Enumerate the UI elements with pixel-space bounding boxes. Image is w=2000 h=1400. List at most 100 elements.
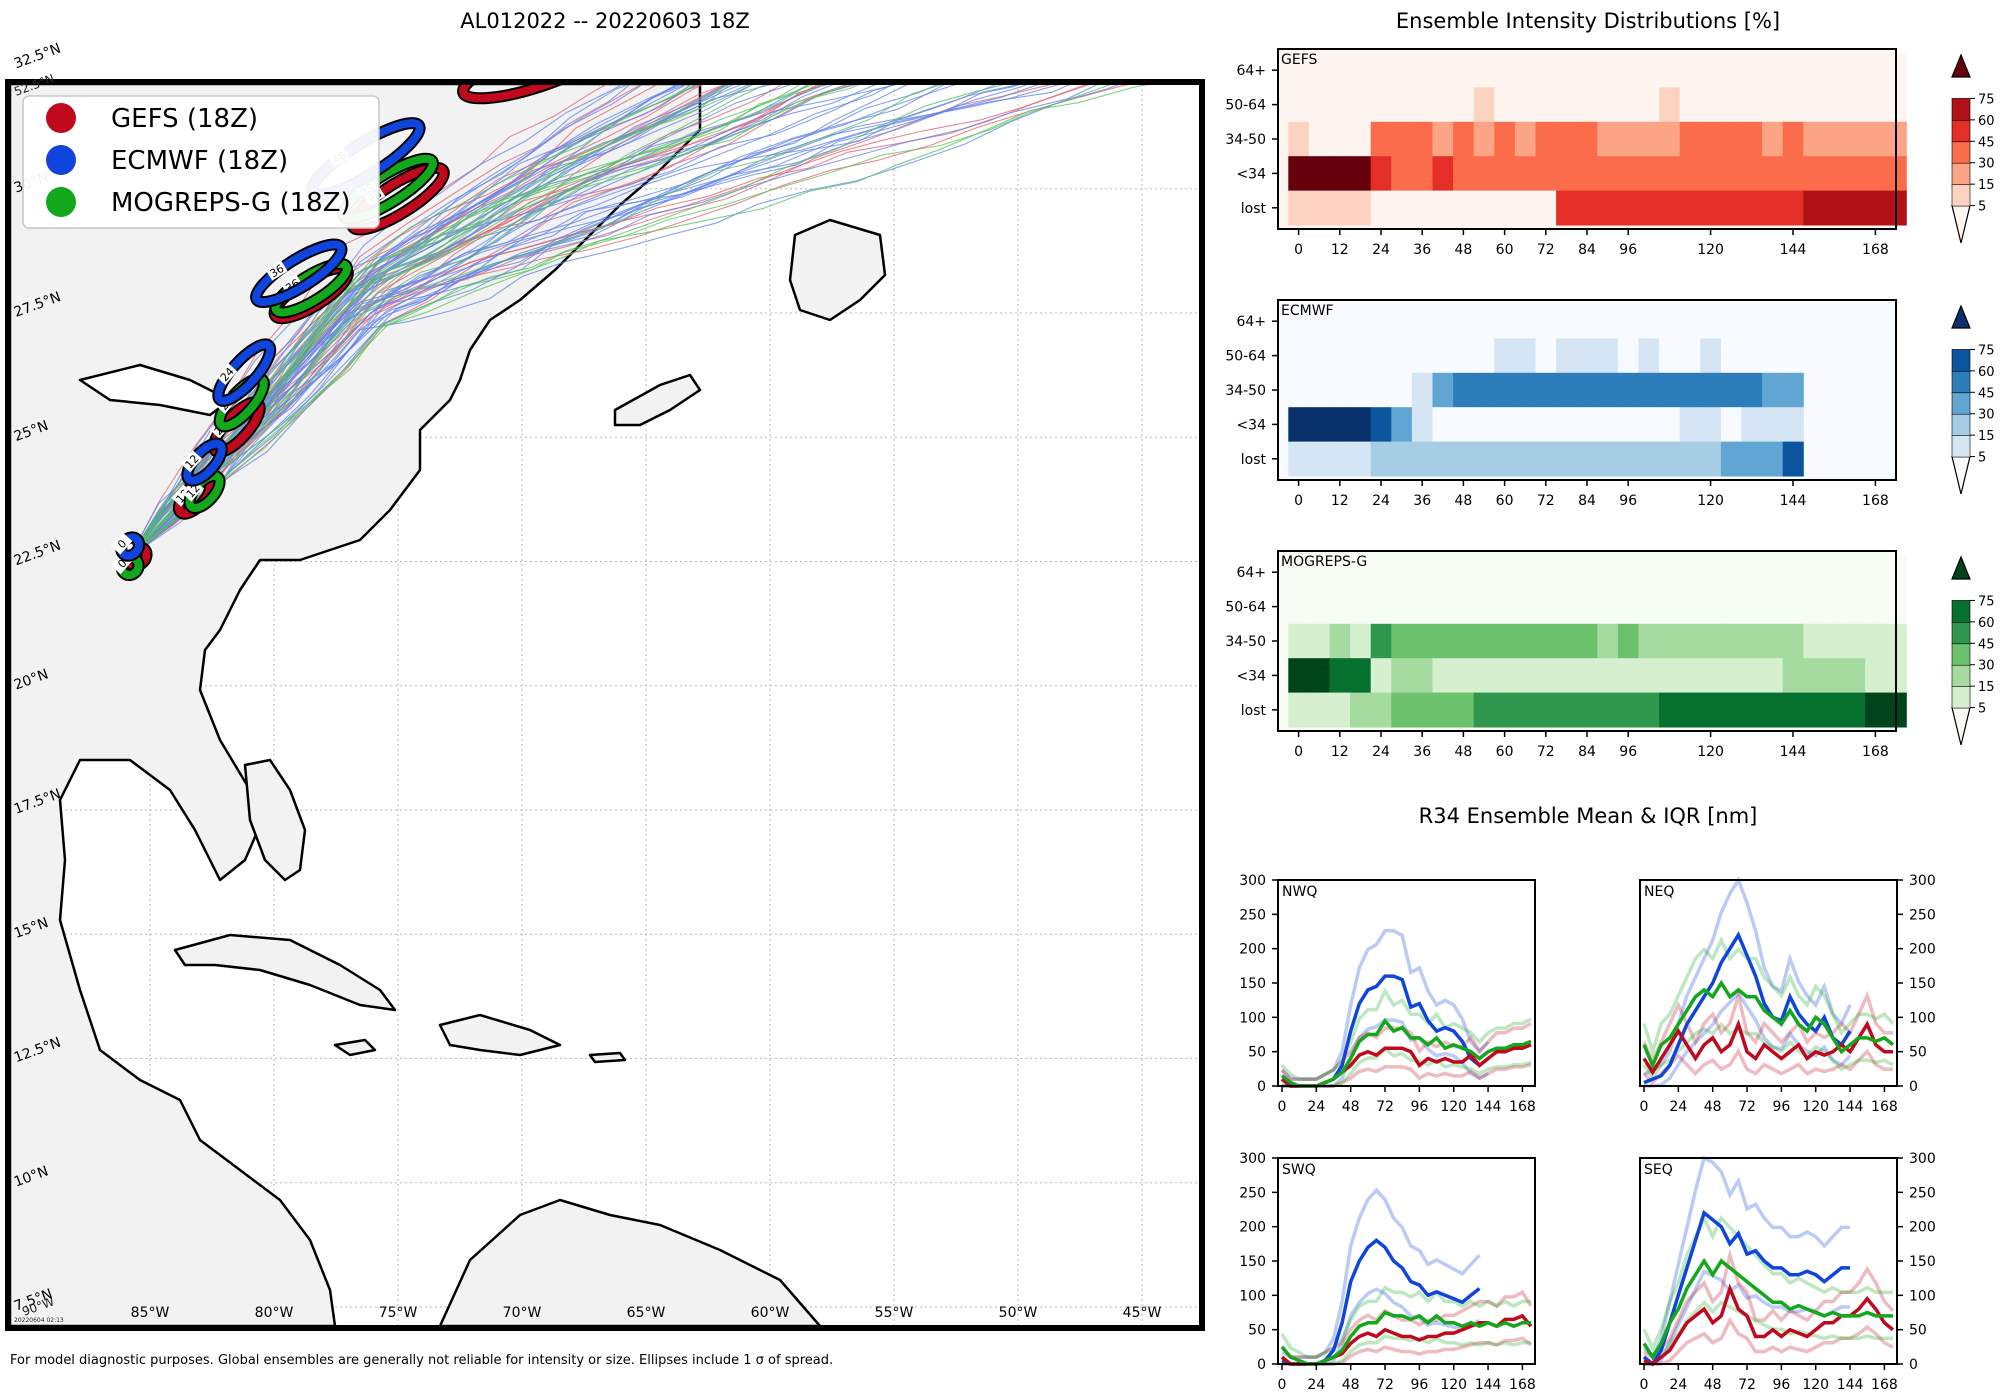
heatmap-cell (1453, 156, 1475, 192)
ellipse-ecmwf-36h: 36 (250, 238, 348, 308)
heatmap-x-tick-label: 0 (1294, 493, 1303, 509)
heatmap-cell (1391, 156, 1413, 192)
heatmap-cell (1659, 338, 1681, 374)
ellipse-ring (214, 340, 275, 405)
heatmap-cell (1741, 692, 1763, 728)
heatmap-cell (1308, 338, 1330, 374)
heatmap-cell (1823, 87, 1845, 123)
heatmap-cell (1720, 338, 1742, 374)
r34-y-tick-label: 250 (1239, 907, 1266, 923)
r34-x-tick-label: 120 (1440, 1377, 1467, 1393)
heatmap-cell (1617, 190, 1639, 226)
heatmap-cell (1453, 589, 1475, 625)
heatmap-x-tick-label: 24 (1372, 242, 1390, 258)
heatmap-cell (1514, 121, 1536, 157)
heatmap-cell (1370, 555, 1392, 590)
heatmap-cell (1617, 692, 1639, 728)
heatmap-cell (1308, 87, 1330, 123)
r34-x-tick-label: 144 (1475, 1099, 1502, 1115)
heatmap-cell (1350, 623, 1372, 659)
heatmap-x-tick-label: 48 (1454, 744, 1472, 760)
colorbar-tick-label: 75 (1978, 343, 1995, 358)
heatmap-cell (1308, 53, 1330, 88)
ensemble-member-track-ecmwf (129, 84, 689, 557)
heatmap-cell (1597, 190, 1619, 226)
heatmap-cell (1453, 658, 1475, 694)
r34-y-tick-label: 150 (1909, 1254, 1936, 1270)
time-stamp: 20220604 02:13 (14, 1317, 64, 1324)
ensemble-member-track-ecmwf (129, 84, 736, 557)
colorbar-tick-label: 30 (1978, 408, 1995, 423)
heatmap-row-label: lost (1241, 201, 1267, 217)
r34-mean-line (1642, 979, 1895, 1070)
heatmap-cell (1700, 53, 1722, 88)
heatmap-cell (1679, 338, 1701, 374)
heatmap-cell (1617, 658, 1639, 694)
heatmap-cell (1576, 121, 1598, 157)
heatmap-cell (1700, 156, 1722, 192)
ensemble-member-track-gefs (129, 84, 1090, 557)
heatmap-cell (1350, 304, 1372, 339)
heatmap-cell (1679, 121, 1701, 157)
heatmap-cell (1659, 156, 1681, 192)
r34-mean-line (1642, 1019, 1893, 1076)
r34-iqr-line (1642, 1213, 1893, 1353)
heatmap-cell (1473, 190, 1495, 226)
heatmap-cell (1473, 304, 1495, 339)
heatmap-cell (1659, 692, 1681, 728)
r34-y-tick-label: 300 (1909, 873, 1936, 889)
heatmap-cell (1762, 623, 1784, 659)
longitude-label: 45°W (1123, 1305, 1162, 1321)
heatmap-cell (1782, 304, 1804, 339)
ellipse-label-bg (265, 260, 288, 281)
heatmap-x-tick-label: 36 (1413, 242, 1431, 258)
heatmap-cell (1494, 156, 1516, 192)
heatmap-cell (1308, 121, 1330, 157)
colorbar-segment (1951, 183, 1971, 207)
heatmap-cell (1844, 87, 1866, 123)
heatmap-cell (1329, 156, 1351, 192)
heatmap-cell (1638, 692, 1660, 728)
heatmap-x-tick-label: 144 (1780, 242, 1807, 258)
heatmap-cell (1638, 441, 1660, 477)
colorbar-segment (1951, 413, 1971, 436)
heatmap-cell (1288, 338, 1310, 374)
heatmap-cell (1823, 190, 1845, 226)
heatmap-cell (1535, 156, 1557, 192)
r34-x-tick-label: 48 (1704, 1099, 1722, 1115)
r34-iqr-line (1642, 988, 1893, 1065)
heatmap-cell (1308, 589, 1330, 625)
colorbar-tick-label: 15 (1978, 178, 1995, 193)
r34-x-tick-label: 0 (1278, 1099, 1287, 1115)
heatmap-cell (1741, 555, 1763, 590)
heatmap-cell (1865, 555, 1887, 590)
r34-y-tick-label: 50 (1248, 1323, 1266, 1339)
heatmap-cell (1679, 372, 1701, 408)
heatmap-cell (1638, 407, 1660, 443)
heatmap-cell (1370, 407, 1392, 443)
heatmap-cell (1576, 304, 1598, 339)
ensemble-member-track-mogreps (129, 84, 694, 557)
heatmap-cell (1597, 87, 1619, 123)
heatmap-cell (1473, 658, 1495, 694)
r34-x-tick-label: 168 (1871, 1099, 1898, 1115)
ensemble-member-track-mogreps (129, 84, 728, 557)
heatmap-cell (1473, 338, 1495, 374)
ellipse-ring (591, 0, 825, 8)
ensemble-member-track-mogreps (129, 84, 811, 557)
heatmap-cell (1308, 372, 1330, 408)
heatmap-cell (1473, 555, 1495, 590)
heatmap-cell (1411, 190, 1433, 226)
heatmap-cell (1350, 658, 1372, 694)
heatmap-cell (1741, 304, 1763, 339)
heatmap-cell (1865, 658, 1887, 694)
heatmap-cell (1679, 407, 1701, 443)
colorbar-segment (1951, 642, 1971, 666)
heatmap-x-tick-label: 120 (1697, 242, 1724, 258)
colorbar-segment (1951, 119, 1971, 143)
heatmap-cell (1370, 156, 1392, 192)
heatmap-cell (1535, 338, 1557, 374)
heatmap-cell (1823, 589, 1845, 625)
colorbar-extend-min (1951, 204, 1971, 244)
ellipse-ecmwf-0h: 0 (110, 531, 146, 562)
